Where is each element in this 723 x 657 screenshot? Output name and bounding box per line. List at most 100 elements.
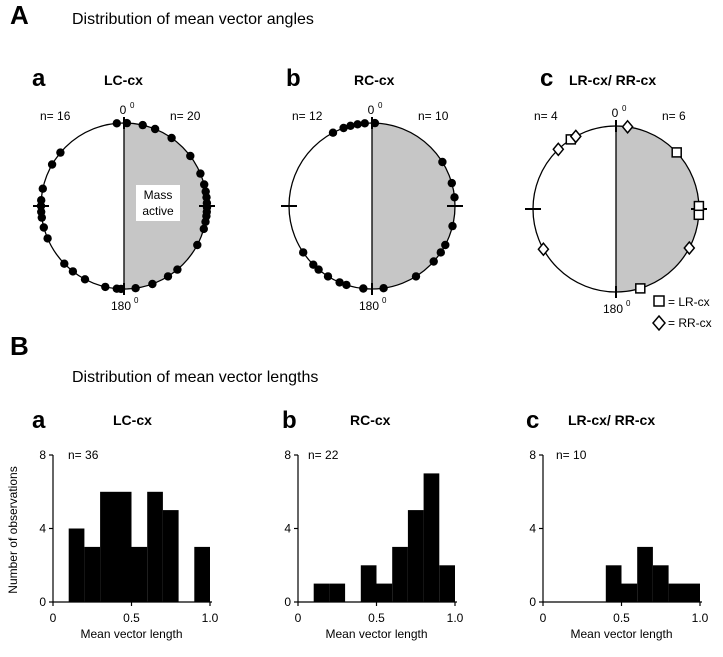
legend-lr-label: = LR-cx — [668, 295, 710, 309]
label-zero-deg: 0 — [368, 103, 375, 117]
y-tick-label: 8 — [529, 448, 536, 462]
data-point — [441, 240, 450, 250]
polar-panel-title: RC-cx — [354, 72, 395, 88]
data-point — [436, 248, 445, 257]
hist-panel-title: RC-cx — [350, 412, 391, 428]
histogram-bar — [84, 546, 101, 602]
y-tick-label: 4 — [39, 522, 46, 536]
data-point — [193, 240, 202, 250]
data-point — [438, 157, 447, 167]
n-label: n= 10 — [556, 448, 587, 462]
n-left-label: n= 4 — [534, 109, 558, 123]
data-point — [56, 148, 65, 157]
histogram-bar — [313, 583, 330, 602]
section-a-title: Distribution of mean vector angles — [72, 11, 314, 28]
lr-square-marker — [635, 283, 646, 294]
histogram-bar — [652, 565, 669, 603]
polar-panel-letter: b — [286, 65, 301, 92]
data-point — [148, 279, 157, 289]
data-point — [43, 234, 52, 243]
n-label: n= 36 — [68, 448, 99, 462]
data-point — [122, 118, 132, 128]
data-point — [342, 280, 351, 290]
rr-diamond-marker — [569, 129, 582, 144]
shaded-right-half — [616, 126, 699, 292]
x-axis-label: Mean vector length — [570, 627, 672, 641]
n-right-label: n= 10 — [418, 109, 449, 123]
x-tick-label: 0.5 — [613, 611, 630, 625]
section-a-letter: A — [10, 0, 29, 30]
x-tick-label: 0 — [295, 611, 302, 625]
data-point — [323, 272, 333, 281]
polar-panel-title: LC-cx — [104, 72, 143, 88]
n-right-label: n= 6 — [662, 109, 686, 123]
x-tick-label: 0 — [50, 611, 57, 625]
data-point — [359, 284, 368, 293]
y-axis-label: Number of observations — [6, 466, 20, 593]
mass-active-label-line2: active — [142, 204, 174, 218]
data-point — [38, 184, 47, 193]
data-point — [112, 119, 122, 128]
x-axis-label: Mean vector length — [80, 627, 182, 641]
histogram-bar — [439, 565, 455, 603]
data-point — [47, 160, 57, 169]
x-tick-label: 0.5 — [368, 611, 385, 625]
polar-panel-title: LR-cx/ RR-cx — [569, 72, 656, 88]
data-point — [346, 121, 355, 130]
label-zero-deg: 0 — [612, 106, 619, 120]
histogram-bar — [392, 546, 408, 602]
data-point — [37, 196, 46, 205]
data-point — [167, 133, 176, 143]
polar-panel-letter: c — [540, 65, 553, 92]
y-tick-label: 0 — [39, 595, 46, 609]
data-point — [309, 260, 318, 269]
histogram-bar — [668, 583, 700, 602]
data-point — [447, 178, 456, 188]
data-point — [39, 223, 48, 232]
data-point — [80, 275, 90, 284]
data-point — [429, 257, 438, 266]
y-tick-label: 8 — [39, 448, 46, 462]
histogram-bar — [329, 583, 346, 602]
data-point — [138, 120, 147, 130]
data-point — [163, 272, 173, 281]
data-point — [112, 284, 122, 293]
data-point — [379, 284, 388, 293]
label-180-deg-superscript: 0 — [382, 296, 387, 305]
hist-panel-letter: b — [282, 407, 297, 434]
data-point — [299, 248, 308, 257]
data-point — [328, 128, 338, 137]
rr-diamond-marker — [683, 240, 696, 256]
x-tick-label: 0.5 — [123, 611, 140, 625]
y-tick-label: 0 — [529, 595, 536, 609]
lr-square-marker — [693, 209, 705, 221]
x-tick-label: 0 — [540, 611, 547, 625]
data-point — [201, 217, 210, 226]
data-point — [411, 272, 421, 281]
mass-active-label-line1: Mass — [144, 188, 173, 202]
hist-panel-letter: a — [32, 407, 46, 434]
data-point — [101, 282, 110, 292]
rr-diamond-marker — [621, 119, 634, 134]
n-label: n= 22 — [308, 448, 339, 462]
n-left-label: n= 16 — [40, 109, 71, 123]
x-tick-label: 1.0 — [447, 611, 464, 625]
label-180-deg: 180 — [603, 302, 623, 316]
data-point — [314, 265, 323, 274]
x-tick-label: 1.0 — [202, 611, 219, 625]
y-tick-label: 4 — [284, 522, 291, 536]
data-point — [60, 259, 69, 268]
lr-square-marker — [671, 147, 682, 158]
shaded-right-half — [372, 123, 455, 289]
data-point — [450, 193, 459, 202]
histogram-bar — [621, 583, 638, 602]
histogram-panel-lc-cx: a LC-cx n= 36 Number of observations 0 4 8… — [6, 407, 219, 641]
data-point — [353, 120, 362, 129]
y-tick-label: 4 — [529, 522, 536, 536]
legend: = LR-cx = RR-cx — [652, 295, 712, 332]
label-zero-deg-superscript: 0 — [378, 101, 383, 110]
data-point — [339, 123, 348, 133]
histogram-bar — [423, 473, 440, 602]
hist-panel-title: LC-cx — [113, 412, 152, 428]
data-point — [199, 224, 208, 234]
